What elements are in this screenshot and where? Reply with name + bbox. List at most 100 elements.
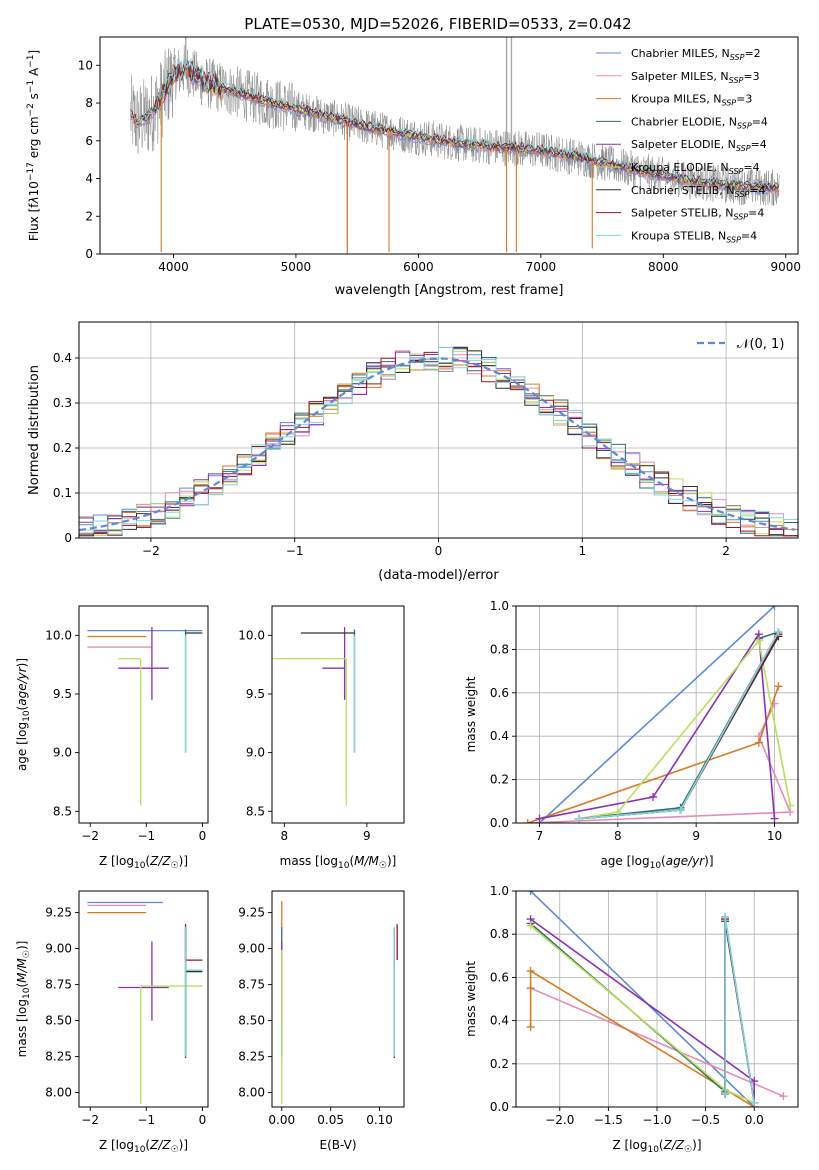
- legend-entry-kroupa-stelib: Kroupa STELIB, NSSP=4: [631, 229, 757, 244]
- x-tick-label: −1.0: [642, 1113, 671, 1127]
- x-tick-label: −2: [81, 829, 99, 843]
- series-marker: [676, 805, 685, 814]
- point-chabrier-elodie: [184, 927, 203, 1057]
- y-tick-label: 9.25: [45, 906, 72, 920]
- x-tick-label: −0.5: [691, 1113, 720, 1127]
- x-tick-label: 5000: [281, 260, 312, 274]
- x-tick-label: 9: [363, 829, 371, 843]
- x-axis-label: Z [log10(Z/Z☉)]: [99, 1138, 188, 1155]
- series-chabrier-stelib: [574, 632, 783, 823]
- legend-entry-salpeter-elodie: Salpeter ELODIE, NSSP=4: [631, 138, 767, 153]
- x-tick-label: −2.0: [545, 1113, 574, 1127]
- series-line: [539, 631, 776, 820]
- y-tick-label: 10: [78, 58, 93, 72]
- y-tick-label: 0.2: [490, 1057, 509, 1071]
- series-marker: [526, 1023, 535, 1032]
- x-tick-label: 1: [578, 544, 586, 558]
- normal-curve: [79, 357, 796, 532]
- y-tick-label: 10.0: [45, 628, 72, 642]
- x-axis-label: Z [log10(Z/Z☉)]: [99, 854, 188, 871]
- axes-frame: [78, 890, 209, 1108]
- y-axis-label: mass weight: [464, 961, 478, 1037]
- axes-frame: [78, 605, 209, 824]
- point-salpeter-elodie: [118, 941, 169, 1021]
- legend-entry-chabrier-miles: Chabrier MILES, NSSP=2: [631, 47, 761, 62]
- y-tick-label: 8.5: [246, 804, 265, 818]
- series-salpeter-stelib: [574, 630, 783, 823]
- y-tick-label: 8.50: [45, 1014, 72, 1028]
- series-marker: [535, 814, 544, 823]
- y-tick-label: 9.25: [238, 906, 265, 920]
- series-line: [529, 969, 755, 1107]
- series-marker: [649, 792, 658, 801]
- panel-z-vs-age: −2 −1 0 8.5 9.0 9.5 10.0 Z [log10(Z/Z☉)] age [lo…: [15, 605, 209, 871]
- point-salpeter-elodie: [118, 627, 169, 700]
- x-axis-label: age [log10(age/yr)]: [600, 854, 713, 871]
- y-tick-label: 6: [85, 134, 93, 148]
- y-tick-label: 9.00: [45, 942, 72, 956]
- panel-mass-vs-age: 8 9 8.5 9.0 9.5 10.0 mass [log10(M/M☉)]: [238, 605, 405, 871]
- plot-area: [87, 627, 203, 806]
- x-tick-label: 0.0: [745, 1113, 764, 1127]
- series-marker: [779, 1092, 788, 1101]
- series-marker: [721, 912, 730, 921]
- series-marker: [754, 636, 763, 645]
- panel-z-vs-mass-weight: −2.0 −1.5 −1.0 −0.5 0.0 0.0 0.2 0.4 0.6 0.8 1.0 Z […: [464, 884, 799, 1155]
- series-marker: [750, 1098, 759, 1107]
- y-tick-label: 1.0: [490, 884, 509, 898]
- y-tick-label: 0.0: [490, 1100, 509, 1114]
- y-tick-label: 0.4: [53, 351, 72, 365]
- y-tick-label: 8.75: [45, 978, 72, 992]
- x-tick-label: −2: [81, 1113, 99, 1127]
- y-tick-label: 0.4: [490, 1014, 509, 1028]
- x-tick-label: 8: [614, 829, 622, 843]
- x-axis-label: Z [log10(Z/Z☉)]: [612, 1138, 701, 1155]
- observed-spectrum: [130, 44, 780, 206]
- series-line: [724, 916, 755, 1103]
- panel-age-vs-mass-weight: 7 8 9 10 0.0 0.2 0.4 0.6 0.8 1.0 age [log10(age/yr…: [464, 599, 799, 871]
- y-tick-label: 0.8: [490, 927, 509, 941]
- y-tick-label: 9.0: [53, 746, 72, 760]
- x-tick-label: 0.00: [268, 1113, 295, 1127]
- y-axis-label: age [log10(age/yr)]: [15, 658, 32, 771]
- model-spectrum-kroupa-miles: [130, 63, 780, 194]
- series-line: [530, 987, 784, 1097]
- point-kroupa-elodie: [140, 985, 203, 1105]
- axes-frame: [99, 36, 799, 255]
- x-tick-label: −1: [286, 544, 304, 558]
- x-tick-label: −1.5: [594, 1113, 623, 1127]
- series-marker: [770, 606, 779, 610]
- x-tick-label: 7: [536, 829, 544, 843]
- point-kroupa-elodie: [272, 658, 347, 806]
- x-tick-label: 0.10: [366, 1113, 393, 1127]
- y-tick-label: 0.2: [53, 441, 72, 455]
- grid: [516, 890, 798, 1108]
- y-tick-label: 10.0: [238, 628, 265, 642]
- y-tick-label: 8.25: [45, 1050, 72, 1064]
- y-tick-label: 8.00: [238, 1086, 265, 1100]
- plot-area: [79, 346, 798, 537]
- x-tick-label: 8: [281, 829, 289, 843]
- x-tick-label: 0: [199, 829, 207, 843]
- series-line: [538, 606, 776, 823]
- y-tick-label: 0.6: [490, 686, 509, 700]
- y-tick-label: 8: [85, 96, 93, 110]
- series-kroupa-miles: [526, 966, 759, 1107]
- y-tick-label: 0.6: [490, 970, 509, 984]
- y-axis-label: Flux [fλ10−17 erg cm−2 s−1 A−1]: [26, 50, 41, 241]
- series-marker: [786, 801, 795, 810]
- y-tick-label: 4: [85, 172, 93, 186]
- legend: Chabrier MILES, NSSP=2 Salpeter MILES, NS…: [596, 47, 768, 244]
- x-axis-label: (data-model)/error: [378, 568, 499, 583]
- y-tick-label: 9.5: [53, 687, 72, 701]
- y-tick-label: 0.8: [490, 642, 509, 656]
- series-kroupa-stelib: [574, 628, 783, 823]
- y-tick-label: 8.5: [53, 804, 72, 818]
- series-chabrier-miles: [535, 606, 779, 823]
- series-marker: [574, 814, 583, 823]
- series-kroupa-stelib: [721, 912, 759, 1107]
- y-tick-label: 0: [85, 247, 93, 261]
- legend-entry-normal: 𝒩(0, 1): [737, 337, 784, 352]
- x-tick-label: 9000: [770, 260, 801, 274]
